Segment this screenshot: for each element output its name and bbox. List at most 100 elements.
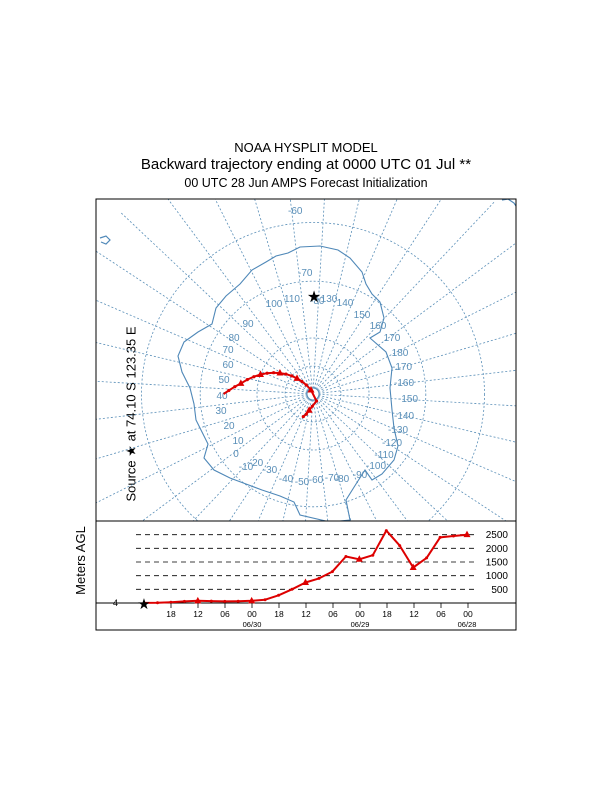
height-marker xyxy=(194,596,202,604)
time-tick-label: 06 xyxy=(436,609,446,619)
map-frame xyxy=(95,198,517,522)
longitude-label: 40 xyxy=(216,391,228,402)
meridian-line xyxy=(316,397,449,521)
height-point xyxy=(277,593,281,597)
meridian-line xyxy=(167,199,311,390)
height-point xyxy=(452,534,455,538)
longitude-label: 20 xyxy=(223,421,235,432)
latitude-label: -80 xyxy=(310,296,325,307)
model-title: NOAA HYSPLIT MODEL xyxy=(234,140,378,155)
height-tick-labels: 2500 2000 1500 1000 500 xyxy=(486,530,509,596)
height-marker xyxy=(355,555,363,562)
trajectory-marker xyxy=(276,369,284,376)
trajectory-path xyxy=(223,369,319,419)
meridian-line xyxy=(313,199,360,389)
time-tick-label: 18 xyxy=(382,609,392,619)
height-point xyxy=(371,553,375,557)
height-tick-label: 500 xyxy=(491,585,508,596)
longitude-label: -80 xyxy=(335,474,350,485)
meridian-line xyxy=(317,242,516,392)
trajectory-point xyxy=(301,415,305,419)
meridian-line xyxy=(318,369,516,394)
meridian-line xyxy=(317,395,516,483)
height-point xyxy=(182,599,186,603)
height-marker xyxy=(248,596,256,604)
meridian-line xyxy=(314,199,398,390)
trajectory-point xyxy=(304,412,308,416)
trajectory-point xyxy=(310,404,314,408)
meridian-line xyxy=(96,380,308,395)
longitude-label: 30 xyxy=(215,406,227,417)
meridian-line xyxy=(289,199,313,389)
time-tick-label: 12 xyxy=(301,609,311,619)
sub-antarctic-island xyxy=(501,199,516,207)
meridian-line xyxy=(96,396,309,504)
height-series xyxy=(143,529,471,605)
meridian-line xyxy=(254,199,312,389)
longitude-label: -10 xyxy=(239,462,254,473)
meridian-line xyxy=(315,398,408,521)
longitude-label: 140 xyxy=(337,298,354,309)
height-frame xyxy=(95,520,517,631)
longitude-label: -100 xyxy=(366,461,386,472)
meridian-line xyxy=(257,398,312,521)
longitude-label: 50 xyxy=(218,375,230,386)
height-point xyxy=(317,576,321,580)
longitude-label: 100 xyxy=(266,299,283,310)
height-point xyxy=(209,599,213,603)
longitude-label: 170 xyxy=(384,333,401,344)
time-tick-label: 00 xyxy=(355,609,365,619)
trajectory-point xyxy=(314,399,319,403)
longitude-label: -160 xyxy=(394,378,414,389)
time-tick-label: 18 xyxy=(166,609,176,619)
height-point xyxy=(263,598,267,602)
longitude-label: -110 xyxy=(374,450,394,461)
trajectory-point xyxy=(233,385,237,389)
pole-ring xyxy=(306,387,320,401)
longitude-label: -150 xyxy=(398,394,418,405)
antarctica-coastline xyxy=(177,245,399,521)
trajectory-point xyxy=(272,371,276,375)
map-panel: -60-70-80 100 1109080706050403020100-10-2… xyxy=(96,199,516,521)
latitude-circle xyxy=(284,365,342,423)
height-tick-label: 2000 xyxy=(486,544,509,555)
meridian-line xyxy=(96,342,308,394)
trajectory-point xyxy=(284,372,288,376)
meridian-line xyxy=(315,398,378,521)
longitude-label: -130 xyxy=(388,425,408,436)
longitude-label: -40 xyxy=(279,474,294,485)
height-point xyxy=(156,601,159,605)
height-point xyxy=(236,599,240,603)
longitude-label: 70 xyxy=(222,345,234,356)
continent-fragment xyxy=(99,235,111,245)
meridian-line xyxy=(315,199,442,390)
longitude-label: 90 xyxy=(242,319,254,330)
height-marker xyxy=(409,563,417,570)
height-point xyxy=(223,599,227,603)
longitude-label: -120 xyxy=(382,438,402,449)
meridian-line xyxy=(317,291,516,392)
meridian-line xyxy=(228,398,311,521)
meridian-line xyxy=(305,399,314,521)
meridian-line xyxy=(214,199,311,390)
date-label: 06/29 xyxy=(351,620,370,629)
trajectory-point xyxy=(245,378,249,382)
meridian-line xyxy=(141,396,309,521)
meridian-line xyxy=(96,250,309,392)
longitude-label: -20 xyxy=(249,458,264,469)
level-label: 4 xyxy=(113,598,118,608)
longitude-label: -70 xyxy=(325,473,340,484)
time-tick-label: 18 xyxy=(274,609,284,619)
trajectory-marker xyxy=(307,386,315,393)
height-tick-label: 1000 xyxy=(486,571,509,582)
height-point xyxy=(169,600,173,604)
trajectory-marker xyxy=(237,379,245,386)
latitude-circle xyxy=(141,222,485,521)
longitude-label: 110 xyxy=(284,294,300,305)
meridian-line xyxy=(96,299,309,393)
longitude-label: -90 xyxy=(353,470,368,481)
height-source-star-icon: ★ xyxy=(137,596,150,613)
trajectory-point xyxy=(227,388,231,393)
longitude-label: 10 xyxy=(232,436,244,447)
